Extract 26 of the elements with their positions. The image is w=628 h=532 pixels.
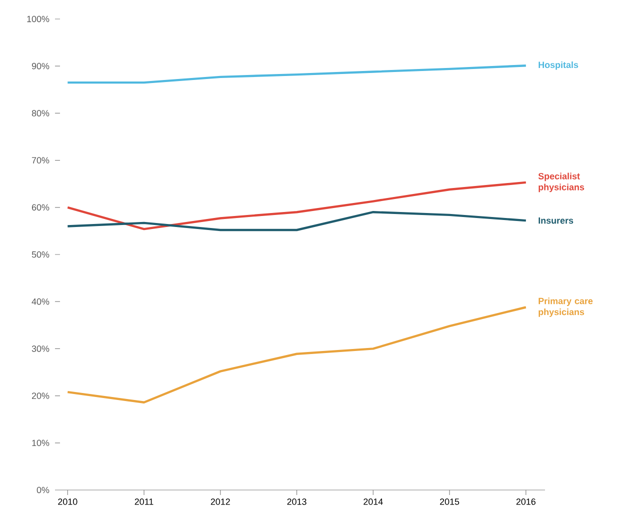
line-series	[66, 64, 528, 84]
line-series	[66, 181, 528, 230]
series-label: Insurers	[538, 217, 574, 224]
series-label: Hospitals	[538, 61, 578, 70]
series-label: Primary care physicians	[538, 298, 593, 317]
x-tick-label: 2014	[364, 498, 383, 505]
x-tick-label: 2015	[440, 498, 460, 505]
y-tick-label: 20%	[32, 392, 50, 399]
line-series	[66, 306, 528, 404]
y-tick-label: 30%	[32, 346, 50, 352]
x-tick-label: 2011	[134, 498, 154, 505]
y-tick-label: 100%	[27, 16, 50, 22]
x-tick-label: 2013	[287, 498, 306, 505]
y-tick-label: 60%	[32, 204, 50, 211]
x-tick-label: 2012	[210, 498, 230, 505]
line-series	[66, 211, 528, 232]
y-tick-label: 90%	[32, 62, 50, 70]
y-tick-label: 80%	[32, 110, 50, 116]
y-tick-label: 40%	[32, 298, 50, 305]
y-tick-label: 50%	[32, 251, 50, 258]
y-tick-label: 0%	[36, 486, 50, 494]
y-tick-label: 10%	[32, 440, 50, 446]
series-label: Specialist physicians	[538, 172, 584, 192]
x-tick-label: 2010	[58, 498, 78, 505]
x-tick-label: 2016	[516, 498, 536, 505]
y-tick-label: 70%	[32, 157, 50, 164]
